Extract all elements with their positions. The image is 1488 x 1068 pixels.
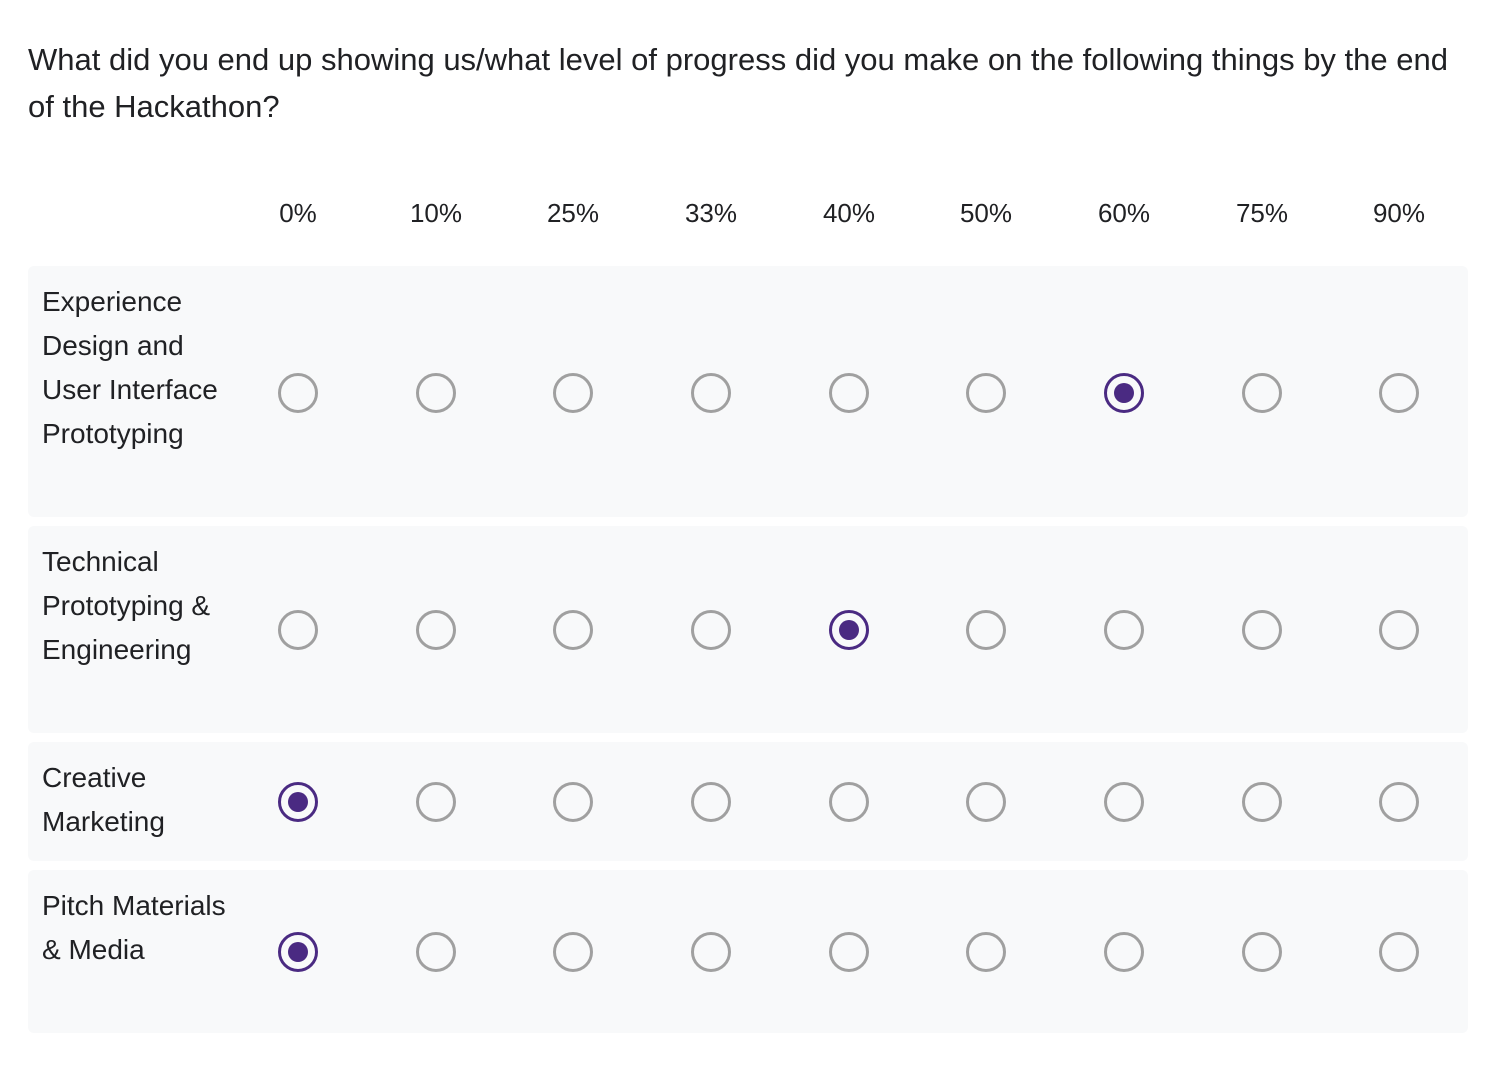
radio-option-33-percent[interactable] (691, 931, 731, 972)
column-header: 33% (684, 198, 738, 228)
radio-option-40-percent[interactable] (829, 931, 869, 972)
radio-selected-dot (1114, 382, 1134, 403)
radio-selected-dot (288, 941, 308, 962)
grid-row: Experience Design and User Interface Pro… (28, 266, 1468, 517)
radio-option-90-percent[interactable] (1379, 609, 1419, 650)
radio-option-60-percent[interactable] (1104, 781, 1144, 822)
radio-option-0-percent[interactable] (278, 931, 318, 972)
radio-option-25-percent[interactable] (553, 372, 593, 413)
column-header: 90% (1372, 198, 1426, 228)
row-label: Creative Marketing (42, 762, 165, 837)
radio-option-75-percent[interactable] (1242, 609, 1282, 650)
radio-option-60-percent[interactable] (1104, 931, 1144, 972)
radio-option-75-percent[interactable] (1242, 781, 1282, 822)
radio-option-90-percent[interactable] (1379, 931, 1419, 972)
radio-option-33-percent[interactable] (691, 781, 731, 822)
column-header: 25% (546, 198, 600, 228)
radio-option-50-percent[interactable] (966, 372, 1006, 413)
row-label: Pitch Materials & Media (42, 890, 226, 965)
radio-option-40-percent[interactable] (829, 609, 869, 650)
radio-option-90-percent[interactable] (1379, 781, 1419, 822)
radio-option-25-percent[interactable] (553, 781, 593, 822)
radio-option-10-percent[interactable] (416, 609, 456, 650)
row-label: Experience Design and User Interface Pro… (42, 286, 218, 449)
column-header: 75% (1235, 198, 1289, 228)
grid-row: Creative Marketing (28, 742, 1468, 861)
grid-row: Technical Prototyping & Engineering (28, 526, 1468, 733)
radio-option-0-percent[interactable] (278, 609, 318, 650)
radio-option-10-percent[interactable] (416, 781, 456, 822)
radio-option-50-percent[interactable] (966, 609, 1006, 650)
column-header: 0% (279, 198, 317, 228)
radio-option-60-percent[interactable] (1104, 372, 1144, 413)
radio-option-10-percent[interactable] (416, 931, 456, 972)
radio-option-0-percent[interactable] (278, 781, 318, 822)
radio-option-40-percent[interactable] (829, 372, 869, 413)
radio-option-25-percent[interactable] (553, 931, 593, 972)
radio-option-50-percent[interactable] (966, 781, 1006, 822)
radio-option-40-percent[interactable] (829, 781, 869, 822)
grid-row: Pitch Materials & Media (28, 870, 1468, 1033)
column-header: 60% (1097, 198, 1151, 228)
radio-option-25-percent[interactable] (553, 609, 593, 650)
radio-option-75-percent[interactable] (1242, 372, 1282, 413)
radio-option-90-percent[interactable] (1379, 372, 1419, 413)
radio-option-33-percent[interactable] (691, 372, 731, 413)
question-title: What did you end up showing us/what leve… (28, 42, 1448, 124)
column-header: 40% (822, 198, 876, 228)
column-header: 50% (959, 198, 1013, 228)
radio-option-75-percent[interactable] (1242, 931, 1282, 972)
row-label: Technical Prototyping & Engineering (42, 546, 211, 665)
radio-option-0-percent[interactable] (278, 372, 318, 413)
radio-selected-dot (839, 619, 859, 640)
radio-option-10-percent[interactable] (416, 372, 456, 413)
radio-option-50-percent[interactable] (966, 931, 1006, 972)
radio-option-33-percent[interactable] (691, 609, 731, 650)
radio-option-60-percent[interactable] (1104, 609, 1144, 650)
radio-selected-dot (288, 791, 308, 812)
column-header: 10% (409, 198, 463, 228)
